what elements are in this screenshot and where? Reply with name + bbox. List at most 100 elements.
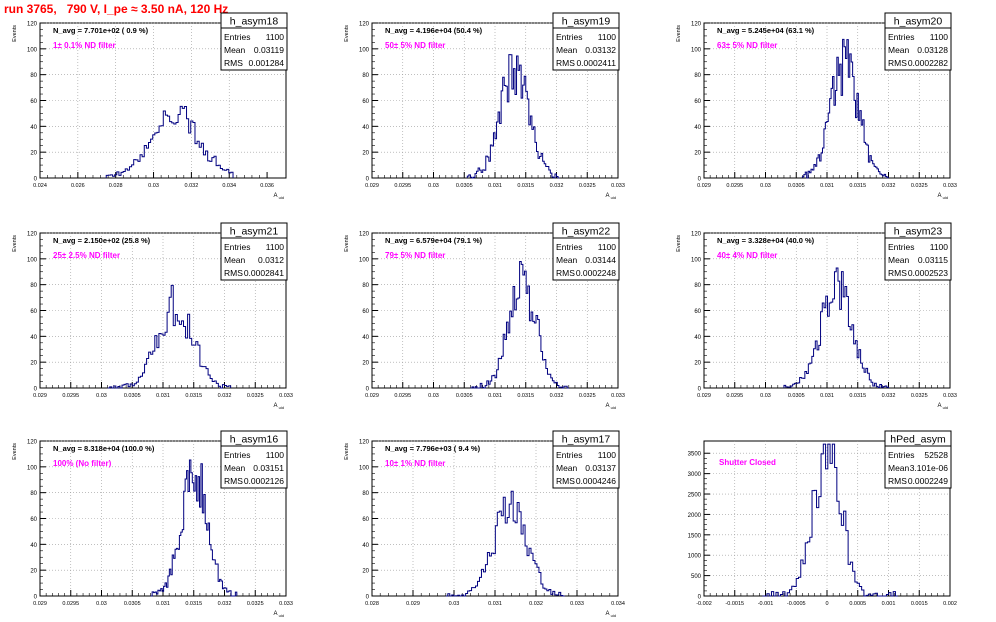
- stats-value: 1100: [266, 32, 285, 42]
- stats-value: 0.0004246: [576, 476, 616, 486]
- filter-annotation: 25± 2.5% ND filter: [53, 251, 120, 260]
- y-tick-label: 120: [27, 232, 38, 238]
- stats-value: 0.0002126: [244, 476, 284, 486]
- filter-annotation: 79± 5% ND filter: [385, 251, 445, 260]
- y-tick-label: 60: [362, 309, 369, 315]
- stats-value: 0.0002523: [908, 268, 948, 278]
- x-tick-label: 0.032: [882, 393, 896, 399]
- filter-annotation: 40± 4% ND filter: [717, 251, 777, 260]
- stats-value: 0.0002282: [908, 58, 948, 68]
- navg-label: N_avg = 8.318e+04 (100.0 %): [53, 444, 155, 453]
- x-tick-label: 0.0315: [517, 393, 534, 399]
- x-tick-label: 0.0305: [456, 393, 473, 399]
- stats-label: Entries: [888, 242, 914, 252]
- stats-box: [884, 430, 952, 489]
- stats-box: [884, 12, 952, 71]
- y-tick-label: 60: [694, 309, 701, 315]
- y-tick-label: 0: [698, 595, 702, 601]
- y-tick-label: 40: [362, 125, 369, 131]
- y-axis-title: Events: [344, 443, 350, 460]
- stats-value: 0.0002841: [244, 268, 284, 278]
- x-tick-label: 0.03: [428, 393, 439, 399]
- x-tick-label: -0.002: [696, 601, 712, 607]
- x-tick-label: 0.031: [156, 601, 170, 607]
- x-tick-label: 0.0315: [185, 601, 202, 607]
- histogram-outline: [783, 267, 889, 389]
- y-tick-label: 60: [362, 517, 369, 523]
- x-tick-label: 0.032: [218, 601, 232, 607]
- filter-annotation: 50± 5% ND filter: [385, 41, 445, 50]
- y-tick-label: 0: [34, 177, 38, 183]
- x-tick-label: 0.026: [71, 183, 85, 189]
- x-tick-label: 0.0315: [849, 183, 866, 189]
- x-tick-label: 0.029: [365, 393, 379, 399]
- histogram-pad: 0 20 40 60 80 100 120 0.024 0.026 0.028 0.03 0.032 0…: [12, 12, 288, 200]
- y-tick-label: 0: [366, 595, 370, 601]
- y-tick-label: 40: [30, 335, 37, 341]
- x-tick-label: 0.002: [943, 601, 957, 607]
- y-tick-label: 60: [30, 99, 37, 105]
- y-tick-label: 40: [30, 125, 37, 131]
- filter-annotation: Shutter Closed: [719, 458, 776, 467]
- y-tick-label: 60: [694, 99, 701, 105]
- x-axis-title: A uid: [606, 193, 616, 200]
- x-tick-label: 0.032: [882, 183, 896, 189]
- y-tick-label: 0: [698, 387, 702, 393]
- x-tick-label: 0.029: [33, 393, 47, 399]
- stats-box: [220, 222, 288, 281]
- histogram-outline: [801, 38, 889, 179]
- histogram-pad: 0 20 40 60 80 100 120 0.029 0.0295 0.03 0.0305 0.03…: [344, 222, 625, 410]
- navg-label: N_avg = 3.328e+04 (40.0 %): [717, 236, 815, 245]
- y-tick-label: 80: [30, 283, 37, 289]
- x-tick-label: 0.029: [365, 183, 379, 189]
- x-tick-label: 0.0005: [849, 601, 866, 607]
- stats-value: 3.101e-06: [910, 463, 949, 473]
- y-axis-title: Events: [12, 25, 18, 42]
- y-tick-label: 40: [694, 125, 701, 131]
- x-axis-title: A uid: [606, 403, 616, 410]
- x-tick-label: 0.0295: [394, 393, 411, 399]
- x-tick-label: 0.032: [550, 183, 564, 189]
- x-tick-label: 0.03: [96, 601, 107, 607]
- histogram-outline: [150, 459, 238, 597]
- y-tick-label: 100: [27, 465, 38, 471]
- stats-title: h_asym22: [562, 226, 611, 238]
- x-tick-label: 0.03: [449, 601, 460, 607]
- stats-title: h_asym18: [230, 16, 279, 28]
- x-tick-label: 0.03: [148, 183, 159, 189]
- histogram-pad: 0 20 40 60 80 100 120 0.029 0.0295 0.03 0.0305 0.03…: [344, 12, 625, 200]
- stats-label: Entries: [556, 242, 582, 252]
- stats-title: h_asym19: [562, 16, 611, 28]
- x-tick-label: 0.0305: [788, 393, 805, 399]
- stats-value: 0.03137: [585, 463, 616, 473]
- stats-label: Mean: [556, 45, 578, 55]
- stats-label: RMS: [224, 268, 243, 278]
- x-tick-label: -0.0015: [725, 601, 744, 607]
- x-tick-label: 0.0305: [456, 183, 473, 189]
- y-tick-label: 40: [362, 543, 369, 549]
- y-tick-label: 40: [694, 335, 701, 341]
- stats-value: 0.03115: [918, 255, 948, 265]
- x-axis-title: A uid: [938, 403, 948, 410]
- stats-label: Mean: [224, 45, 246, 55]
- x-tick-label: 0.029: [697, 183, 711, 189]
- y-tick-label: 3500: [688, 452, 702, 458]
- x-tick-label: 0.03: [428, 183, 439, 189]
- x-tick-label: 0.033: [943, 183, 957, 189]
- stats-label: Entries: [224, 450, 250, 460]
- stats-label: RMS: [224, 476, 243, 486]
- filter-annotation: 63± 5% ND filter: [717, 41, 777, 50]
- x-tick-label: 0.033: [279, 601, 293, 607]
- x-tick-label: 0.024: [33, 183, 47, 189]
- stats-value: 0.0002249: [908, 476, 948, 486]
- stats-value: 0.03144: [585, 255, 616, 265]
- x-tick-label: 0.0305: [124, 601, 141, 607]
- stats-value: 1100: [266, 450, 285, 460]
- x-tick-label: 0.034: [611, 601, 625, 607]
- x-tick-label: 0.034: [222, 183, 236, 189]
- stats-label: Mean: [224, 463, 246, 473]
- stats-label: RMS: [888, 476, 907, 486]
- x-tick-label: 0.0295: [62, 601, 79, 607]
- stats-title: h_asym20: [894, 16, 943, 28]
